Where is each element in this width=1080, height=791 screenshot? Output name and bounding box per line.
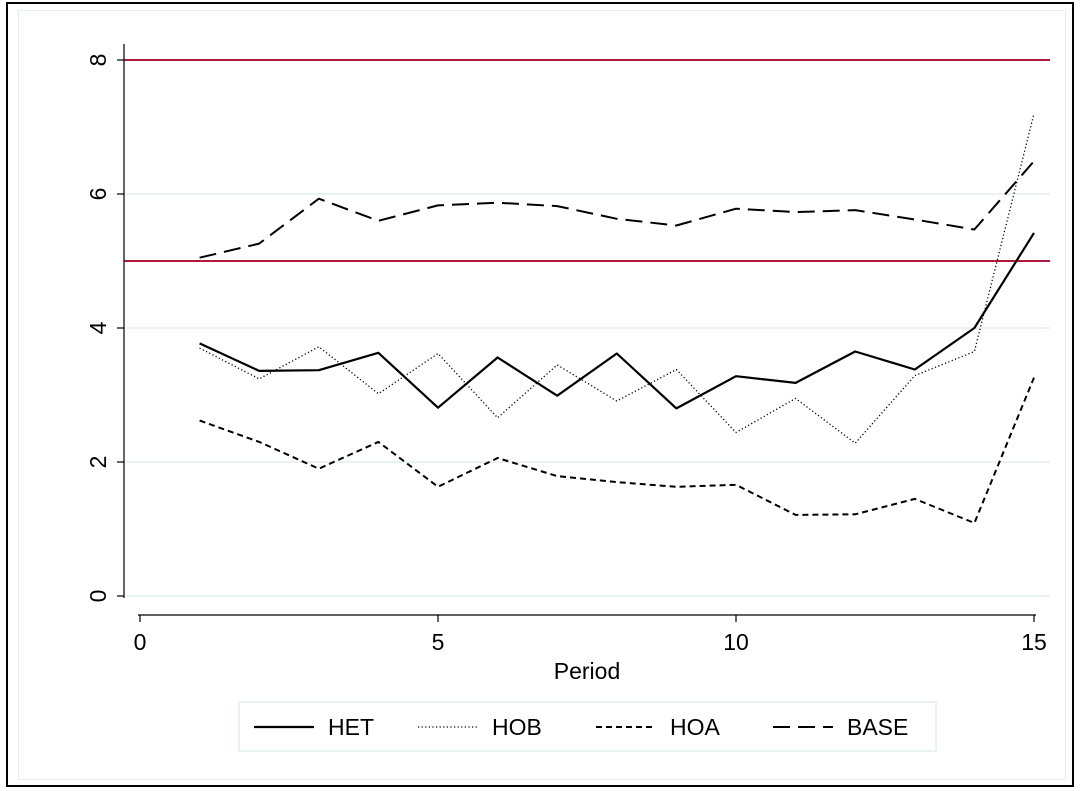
series-line-base: [199, 160, 1035, 259]
x-tick-label: 5: [432, 629, 445, 655]
series-line-het: [199, 232, 1035, 410]
x-tick-label: 15: [1021, 629, 1047, 655]
y-tick-label: 0: [85, 590, 111, 603]
chart-frame: [6, 2, 1074, 787]
axes: 0 2 4 6 8 0 5 10 15: [85, 44, 1047, 655]
legend-box: [238, 701, 937, 752]
y-tick-label: 8: [85, 54, 111, 67]
y-tick-label: 2: [85, 456, 111, 469]
legend-label-base: BASE: [847, 714, 908, 740]
series-line-hob: [199, 113, 1035, 444]
legend-label-hoa: HOA: [670, 714, 721, 740]
grid-layer: [124, 59, 1050, 597]
x-axis-label: Period: [554, 658, 620, 684]
series-line-hoa: [199, 377, 1035, 524]
legend: HET HOB HOA BASE: [238, 701, 937, 752]
legend-label-het: HET: [328, 714, 374, 740]
series-layer: [199, 113, 1035, 524]
x-tick-label: 0: [134, 629, 147, 655]
legend-label-hob: HOB: [492, 714, 542, 740]
y-tick-label: 6: [85, 188, 111, 201]
x-tick-label: 10: [723, 629, 749, 655]
reference-lines: [124, 59, 1050, 262]
y-tick-label: 4: [85, 321, 111, 334]
